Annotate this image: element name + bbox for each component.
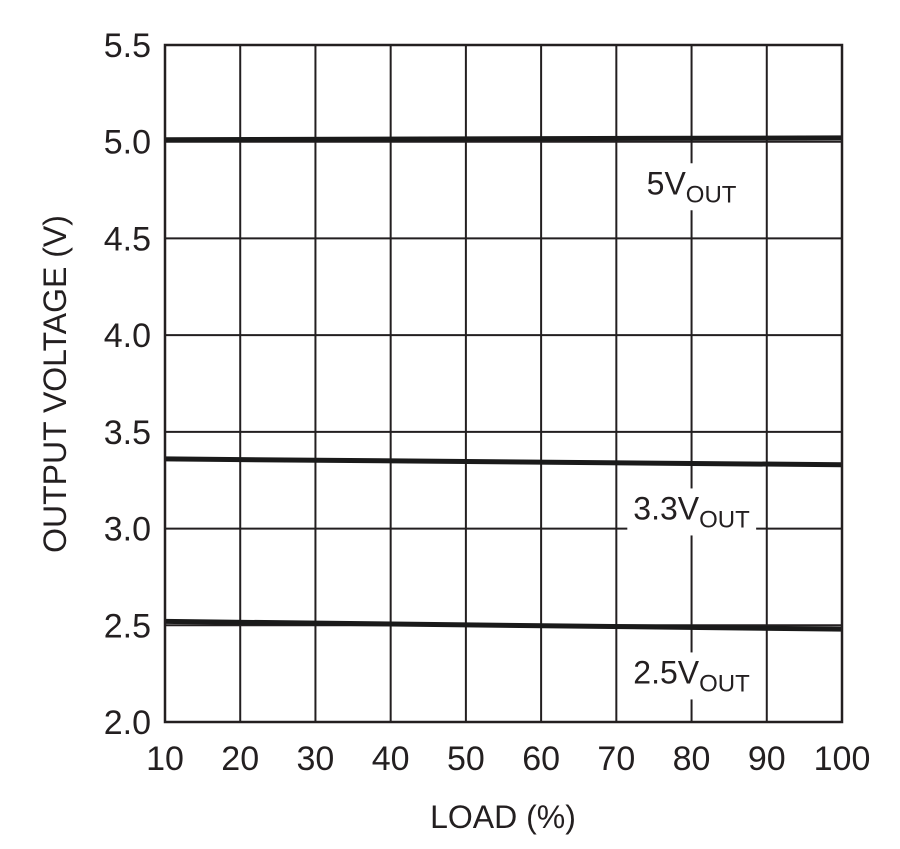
x-tick-label-0: 10: [146, 740, 184, 778]
y-tick-label-4: 4.0: [104, 317, 151, 355]
x-tick-label-6: 70: [597, 740, 635, 778]
x-tick-label-4: 50: [447, 740, 485, 778]
series-line-0: [164, 135, 843, 143]
series-label-sub-0: OUT: [686, 181, 737, 208]
series-label-main-2: 2.5V: [633, 654, 699, 690]
y-tick-label-1: 2.5: [104, 607, 151, 645]
x-axis-label: LOAD (%): [430, 799, 576, 835]
x-tick-labels: 10 20 30 40 50 60 70 80 90 100: [146, 740, 870, 778]
y-tick-label-7: 5.5: [104, 27, 151, 65]
series-label-0: 5VOUT: [647, 165, 737, 208]
series-label-sub-2: OUT: [699, 670, 750, 697]
y-tick-label-3: 3.5: [104, 414, 151, 452]
series-label-bg-2: [627, 652, 757, 700]
y-tick-label-6: 5.0: [104, 124, 151, 162]
x-tick-label-8: 90: [748, 740, 786, 778]
y-tick-label-2: 3.0: [104, 511, 151, 549]
x-tick-label-9: 100: [814, 740, 871, 778]
x-tick-label-5: 60: [522, 740, 560, 778]
plot-border: [163, 43, 844, 724]
series-label-bg-1: [627, 488, 757, 536]
x-tick-label-3: 40: [372, 740, 410, 778]
series-line-1: [164, 456, 843, 468]
series-label-main-0: 5V: [647, 165, 687, 201]
series-lines: [164, 135, 843, 632]
series-label-sub-1: OUT: [699, 506, 750, 533]
series-label-2: 2.5VOUT: [633, 654, 750, 697]
series-line-2: [164, 618, 843, 632]
y-tick-label-0: 2.0: [104, 704, 151, 742]
y-tick-label-5: 4.5: [104, 220, 151, 258]
series-label-backgrounds: [627, 163, 757, 700]
x-tick-label-1: 20: [221, 740, 259, 778]
series-label-1: 3.3VOUT: [633, 490, 750, 533]
y-axis-label: OUTPUT VOLTAGE (V): [37, 215, 73, 553]
x-tick-label-2: 30: [297, 740, 335, 778]
series-label-main-1: 3.3V: [633, 490, 699, 526]
series-label-bg-0: [640, 163, 743, 211]
x-tick-label-7: 80: [673, 740, 711, 778]
plot-frame: [163, 43, 844, 724]
y-tick-labels: 2.0 2.5 3.0 3.5 4.0 4.5 5.0 5.5: [104, 27, 151, 742]
